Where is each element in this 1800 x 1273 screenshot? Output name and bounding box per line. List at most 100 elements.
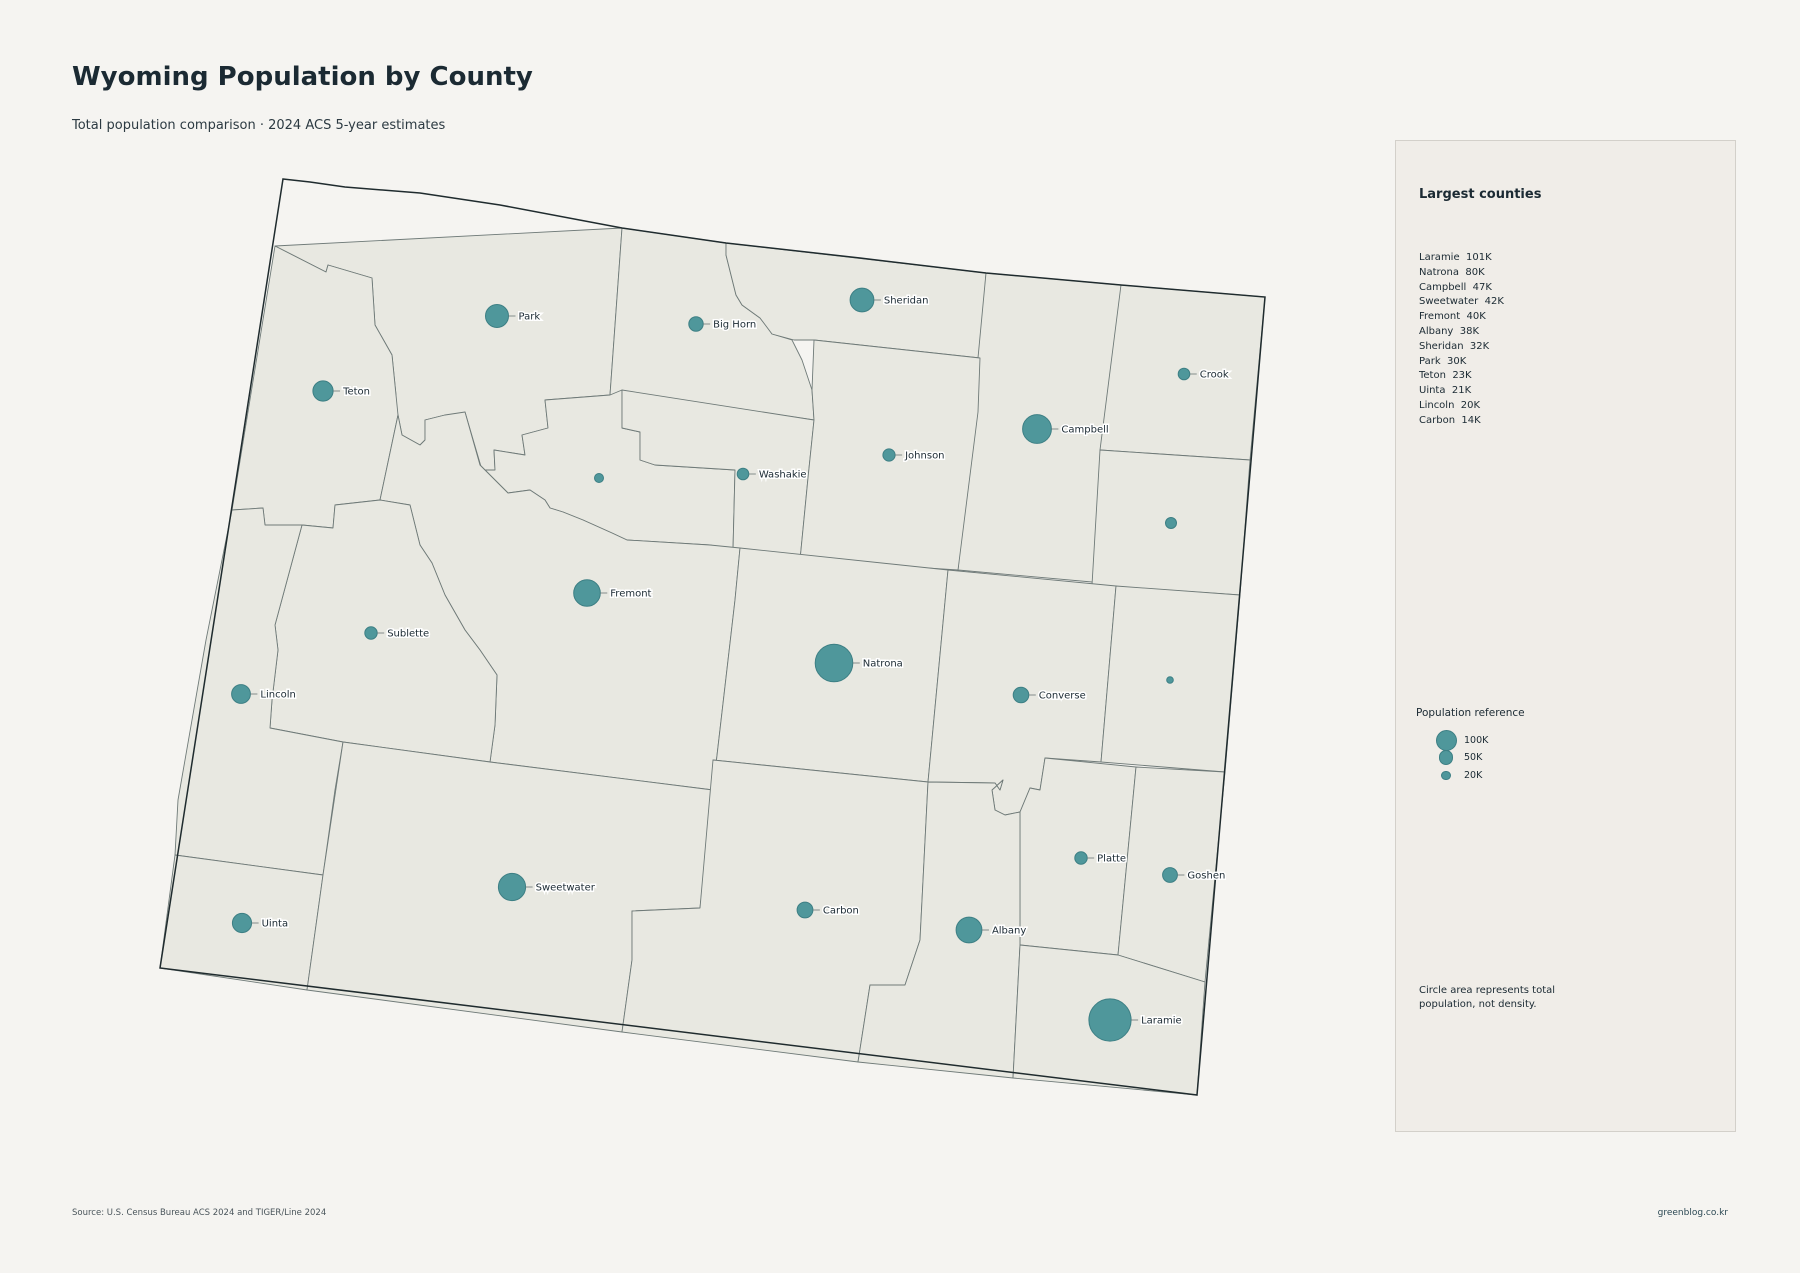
county-label-laramie: Laramie: [1141, 1016, 1182, 1027]
ranking-county-value: 30K: [1446, 355, 1467, 367]
ranking-county-value: 80K: [1465, 266, 1485, 278]
legend-note: Circle area represents total population,…: [1419, 985, 1556, 1010]
ranking-county-name: Uinta: [1419, 385, 1446, 397]
legend-row-20k: 20K: [1434, 770, 1482, 781]
ranking-county-value: 40K: [1466, 311, 1486, 323]
legend-label: 20K: [1464, 770, 1483, 781]
state-outline: [159, 178, 1266, 1096]
bubble-niobrara[interactable]: [1166, 676, 1174, 684]
ranking-county-name: Park: [1419, 355, 1441, 367]
bubble-carbon[interactable]: [796, 901, 814, 919]
county-label-johnson: Johnson: [904, 451, 944, 462]
ranking-item: Park 30K: [1419, 355, 1504, 370]
bubble-big-horn[interactable]: [688, 316, 704, 332]
ranking-county-name: Natrona: [1419, 266, 1460, 278]
ranking-county-value: 42K: [1484, 296, 1504, 308]
ranking-item: Natrona 80K: [1419, 266, 1504, 281]
population-bubbles: Laramie Natrona Campbell Sweetwater Fremont A…: [231, 287, 1230, 1042]
ranking-item: Carbon 14K: [1419, 414, 1504, 429]
bubble-sublette[interactable]: [364, 626, 378, 640]
ranking-county-value: 14K: [1461, 414, 1481, 426]
side-panel: Largest counties Laramie 101K Natrona 80K…: [1395, 140, 1736, 1132]
bubble-natrona[interactable]: [814, 643, 854, 683]
county-label-campbell: Campbell: [1061, 425, 1108, 436]
county-label-washakie: Washakie: [759, 470, 807, 481]
ranking-county-name: Campbell: [1419, 281, 1467, 293]
bubble-sweetwater[interactable]: [497, 872, 527, 902]
legend-label: 50K: [1464, 751, 1483, 763]
ranking-county-name: Lincoln: [1419, 399, 1455, 411]
bubble-platte[interactable]: [1074, 851, 1088, 865]
ranking-item: Sheridan 32K: [1419, 340, 1504, 355]
panel-title: Largest counties: [1419, 187, 1542, 202]
bubble-crook[interactable]: [1177, 367, 1191, 381]
county-label-fremont: Fremont: [610, 589, 651, 600]
bubble-hot-springs[interactable]: [594, 473, 604, 483]
bubble-goshen[interactable]: [1162, 867, 1178, 883]
page-subtitle: Total population comparison · 2024 ACS 5…: [72, 118, 446, 133]
ranking-county-name: Laramie: [1419, 252, 1460, 263]
ranking-county-name: Albany: [1419, 325, 1454, 337]
county-label-natrona: Natrona: [863, 659, 903, 670]
ranking-county-name: Teton: [1419, 370, 1446, 382]
bubble-weston[interactable]: [1165, 517, 1177, 529]
ranking-county-name: Sheridan: [1419, 340, 1464, 352]
bubble-park[interactable]: [485, 304, 509, 328]
county-label-big-horn: Big Horn: [713, 320, 756, 331]
county-label-crook: Crook: [1200, 370, 1229, 381]
ranking-item: Fremont 40K: [1419, 310, 1504, 325]
bubble-lincoln[interactable]: [231, 684, 251, 704]
legend-row-50k: 50K: [1434, 750, 1482, 765]
bubble-campbell[interactable]: [1022, 414, 1052, 444]
bubble-uinta[interactable]: [231, 912, 253, 934]
site-credit: greenblog.co.kr: [1657, 1208, 1728, 1218]
ranking-item: Teton 23K: [1419, 369, 1504, 384]
legend-label: 100K: [1464, 735, 1489, 746]
county-label-albany: Albany: [992, 926, 1026, 937]
ranking-item: Laramie 101K: [1419, 251, 1504, 266]
ranking-county-value: 23K: [1452, 370, 1472, 382]
county-label-sublette: Sublette: [387, 629, 429, 640]
largest-counties-list: Laramie 101K Natrona 80K Campbell 47K Sweet…: [1419, 251, 1504, 429]
bubble-laramie[interactable]: [1088, 998, 1132, 1042]
ranking-county-name: Carbon: [1419, 414, 1456, 426]
county-label-sheridan: Sheridan: [884, 296, 929, 307]
county-label-converse: Converse: [1039, 691, 1086, 702]
legend-circle: [1435, 730, 1457, 751]
bubble-johnson[interactable]: [882, 448, 896, 462]
ranking-item: Albany 38K: [1419, 325, 1504, 340]
county-label-teton: Teton: [342, 387, 370, 398]
ranking-item: Uinta 21K: [1419, 384, 1504, 399]
bubble-converse[interactable]: [1012, 686, 1030, 704]
wyoming-county-map: Laramie Natrona Campbell Sweetwater Fremont A…: [159, 178, 1266, 1096]
ranking-county-value: 101K: [1465, 252, 1492, 263]
county-albany: [857, 779, 1021, 1079]
ranking-county-value: 21K: [1451, 385, 1472, 397]
county-boundaries: [159, 227, 1266, 1096]
county-label-uinta: Uinta: [262, 919, 288, 930]
ranking-county-name: Fremont: [1419, 311, 1461, 323]
ranking-item: Lincoln 20K: [1419, 399, 1504, 414]
ranking-county-value: 20K: [1460, 399, 1481, 411]
legend-circle: [1441, 770, 1451, 781]
bubble-teton[interactable]: [312, 380, 334, 402]
ranking-county-value: 38K: [1459, 325, 1480, 337]
ranking-county-value: 32K: [1469, 340, 1490, 352]
bubble-sheridan[interactable]: [849, 287, 875, 313]
ranking-county-value: 47K: [1472, 281, 1492, 293]
county-label-park: Park: [519, 312, 541, 323]
bubble-fremont[interactable]: [573, 579, 601, 607]
bubble-washakie[interactable]: [736, 467, 750, 481]
county-label-goshen: Goshen: [1187, 871, 1225, 882]
ranking-item: Campbell 47K: [1419, 281, 1504, 296]
legend-row-100k: 100K: [1434, 730, 1488, 751]
legend-circle: [1438, 750, 1454, 765]
county-label-lincoln: Lincoln: [260, 690, 295, 701]
county-label-carbon: Carbon: [823, 906, 859, 917]
state-border: [159, 178, 1266, 1096]
legend-title: Population reference: [1416, 707, 1525, 719]
county-label-platte: Platte: [1097, 854, 1126, 865]
page-title: Wyoming Population by County: [72, 62, 533, 92]
bubble-albany[interactable]: [955, 916, 983, 944]
county-label-sweetwater: Sweetwater: [536, 883, 596, 894]
